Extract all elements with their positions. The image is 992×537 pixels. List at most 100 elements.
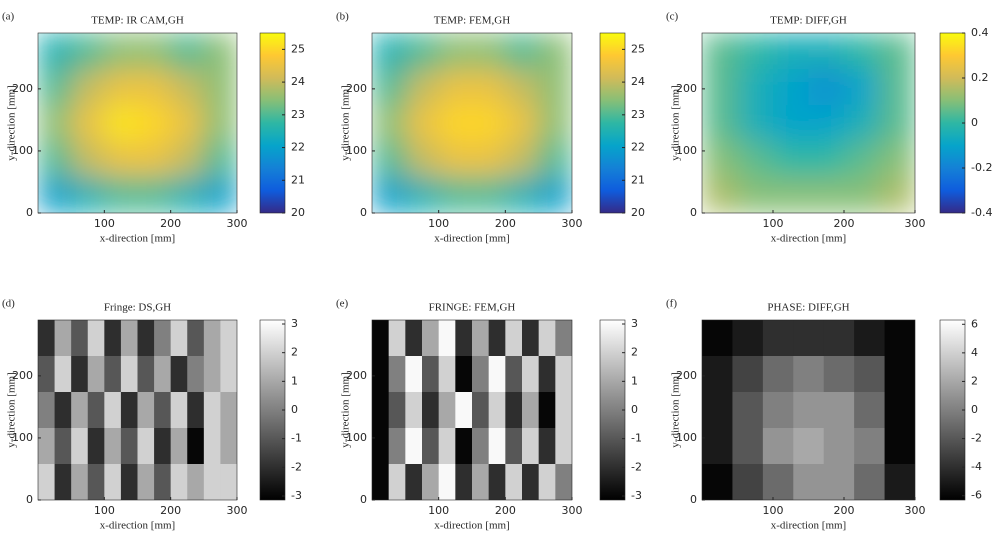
colorbar-tick-label: 24 (631, 75, 645, 88)
cell (137, 177, 172, 213)
cell (538, 356, 556, 393)
cell (405, 69, 440, 106)
cell (137, 356, 155, 393)
colorbar (259, 32, 286, 214)
cell (71, 177, 105, 213)
cell (405, 428, 423, 465)
cell (438, 177, 473, 213)
cell (422, 428, 440, 465)
cell (137, 392, 155, 429)
y-tick-label: 0 (690, 206, 697, 219)
cell (505, 177, 540, 213)
cell (388, 464, 406, 500)
cell (38, 141, 72, 178)
cell (702, 33, 738, 70)
colorbar-tick-label: 22 (631, 141, 645, 154)
cell (823, 320, 855, 357)
chart-title: PHASE: DIFF,GH (767, 302, 849, 314)
panel: 100 200 300 0 100 200 x-direction [mm] y-direct… (336, 11, 645, 245)
cell (120, 428, 138, 465)
cell (104, 177, 138, 213)
cell (884, 464, 915, 500)
colorbar-tick-label: 20 (291, 206, 305, 219)
cell (187, 320, 205, 357)
colorbar-tick-label: -1 (631, 432, 642, 445)
y-axis-label: y-direction [mm] (670, 85, 682, 160)
cell (702, 356, 733, 393)
x-tick-label: 300 (562, 217, 583, 230)
cell (844, 177, 880, 213)
colorbar-tick-label: -1 (291, 432, 302, 445)
cell (538, 69, 572, 106)
cell (472, 392, 490, 429)
colorbar (599, 32, 626, 214)
cell (104, 356, 122, 393)
cell (170, 69, 205, 106)
colorbar-tick-label: 3 (291, 317, 298, 330)
cell (793, 392, 825, 429)
colorbar-tick-label: 23 (291, 108, 305, 121)
panel-label: (c) (666, 11, 679, 23)
cell (854, 428, 886, 465)
cell (422, 464, 440, 500)
cell (170, 141, 205, 178)
cell (702, 105, 738, 142)
cell (71, 356, 89, 393)
heatmap-cells (372, 33, 572, 213)
panel: 100 200 300 0 100 200 x-direction [mm] y-direct… (2, 11, 305, 245)
cell (762, 392, 794, 429)
cell (203, 69, 237, 106)
cell (844, 141, 880, 178)
cell (170, 392, 188, 429)
cell (455, 464, 473, 500)
heatmap (38, 33, 237, 213)
cell (455, 392, 473, 429)
x-tick-label: 300 (227, 217, 248, 230)
cell (522, 320, 540, 357)
x-tick-label: 100 (94, 217, 115, 230)
cell (104, 464, 122, 500)
cell (505, 33, 540, 70)
colorbar-tick-label: 1 (631, 374, 638, 387)
x-tick-label: 100 (763, 217, 784, 230)
cell (38, 320, 56, 357)
cell (422, 320, 440, 357)
cell (170, 428, 188, 465)
cell (154, 428, 172, 465)
cell (737, 33, 774, 70)
cell (488, 356, 506, 393)
panel: 100 200 300 0 100 200 x-direction [mm] y-direct… (666, 11, 992, 245)
colorbar-tick-label: 0 (291, 403, 298, 416)
colorbar-tick-label: 0 (631, 403, 638, 416)
cell (137, 69, 172, 106)
cell (505, 392, 523, 429)
cell (220, 356, 237, 393)
colorbar-tick-label: 25 (291, 42, 305, 55)
cell (505, 320, 523, 357)
cell (187, 428, 205, 465)
cell (405, 464, 423, 500)
y-tick-label: 200 (676, 369, 697, 382)
cell (405, 392, 423, 429)
cell (522, 464, 540, 500)
cell (170, 464, 188, 500)
x-tick-label: 200 (834, 217, 855, 230)
cell (472, 105, 506, 142)
cell (372, 356, 390, 393)
cell (71, 464, 89, 500)
cell (844, 105, 880, 142)
cell (137, 320, 155, 357)
cell (732, 356, 764, 393)
cell (505, 356, 523, 393)
cell (203, 392, 221, 429)
cell (505, 69, 540, 106)
cell (823, 428, 855, 465)
cell (472, 428, 490, 465)
x-axis-label: x-direction [mm] (771, 520, 846, 532)
cell (187, 464, 205, 500)
cell (538, 392, 556, 429)
cell (762, 464, 794, 500)
cell (170, 105, 205, 142)
y-tick-label: 200 (346, 82, 367, 95)
